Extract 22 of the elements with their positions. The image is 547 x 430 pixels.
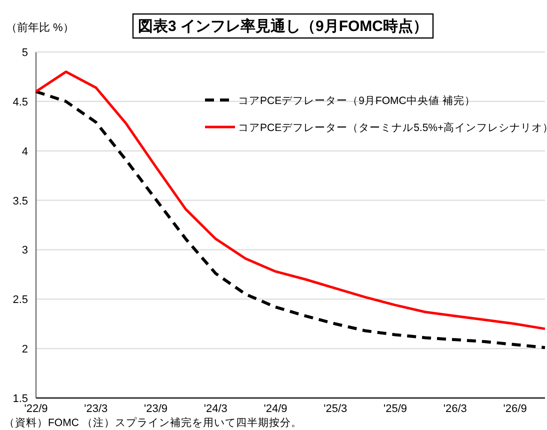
y-tick-label: 2.5: [12, 294, 28, 306]
x-tick-label: '23/3: [84, 403, 108, 415]
x-tick-label: '24/9: [264, 403, 288, 415]
y-tick-label: 3.5: [12, 195, 28, 208]
y-tick-label: 2: [22, 344, 28, 356]
y-tick-label: 5: [22, 47, 28, 59]
x-tick-label: '26/3: [443, 403, 467, 415]
x-tick-label: '22/9: [24, 403, 48, 415]
y-tick-label: 3: [22, 244, 28, 257]
x-tick-label: '24/3: [204, 403, 228, 415]
legend-label: コアPCEデフレーター（9月FOMC中央値 補完）: [238, 94, 476, 107]
y-tick-label: 4.5: [12, 96, 28, 108]
y-tick-label: 1.5: [12, 393, 28, 405]
y-axis-title: （前年比 %）: [6, 21, 74, 34]
chart-title: 図表3 インフレ率見通し（9月FOMC時点）: [138, 17, 428, 35]
x-tick-label: '23/9: [144, 403, 168, 415]
legend-label: コアPCEデフレーター（ターミナル5.5%+高インフレシナリオ）: [238, 121, 547, 134]
text: （資料）FOMC （注）スプライン補完を用いて四半期按分。: [4, 416, 302, 429]
x-tick-label: '26/9: [503, 403, 527, 415]
x-tick-label: '25/3: [324, 403, 348, 415]
y-tick-label: 4: [22, 146, 28, 158]
x-tick-label: '25/9: [384, 403, 408, 415]
